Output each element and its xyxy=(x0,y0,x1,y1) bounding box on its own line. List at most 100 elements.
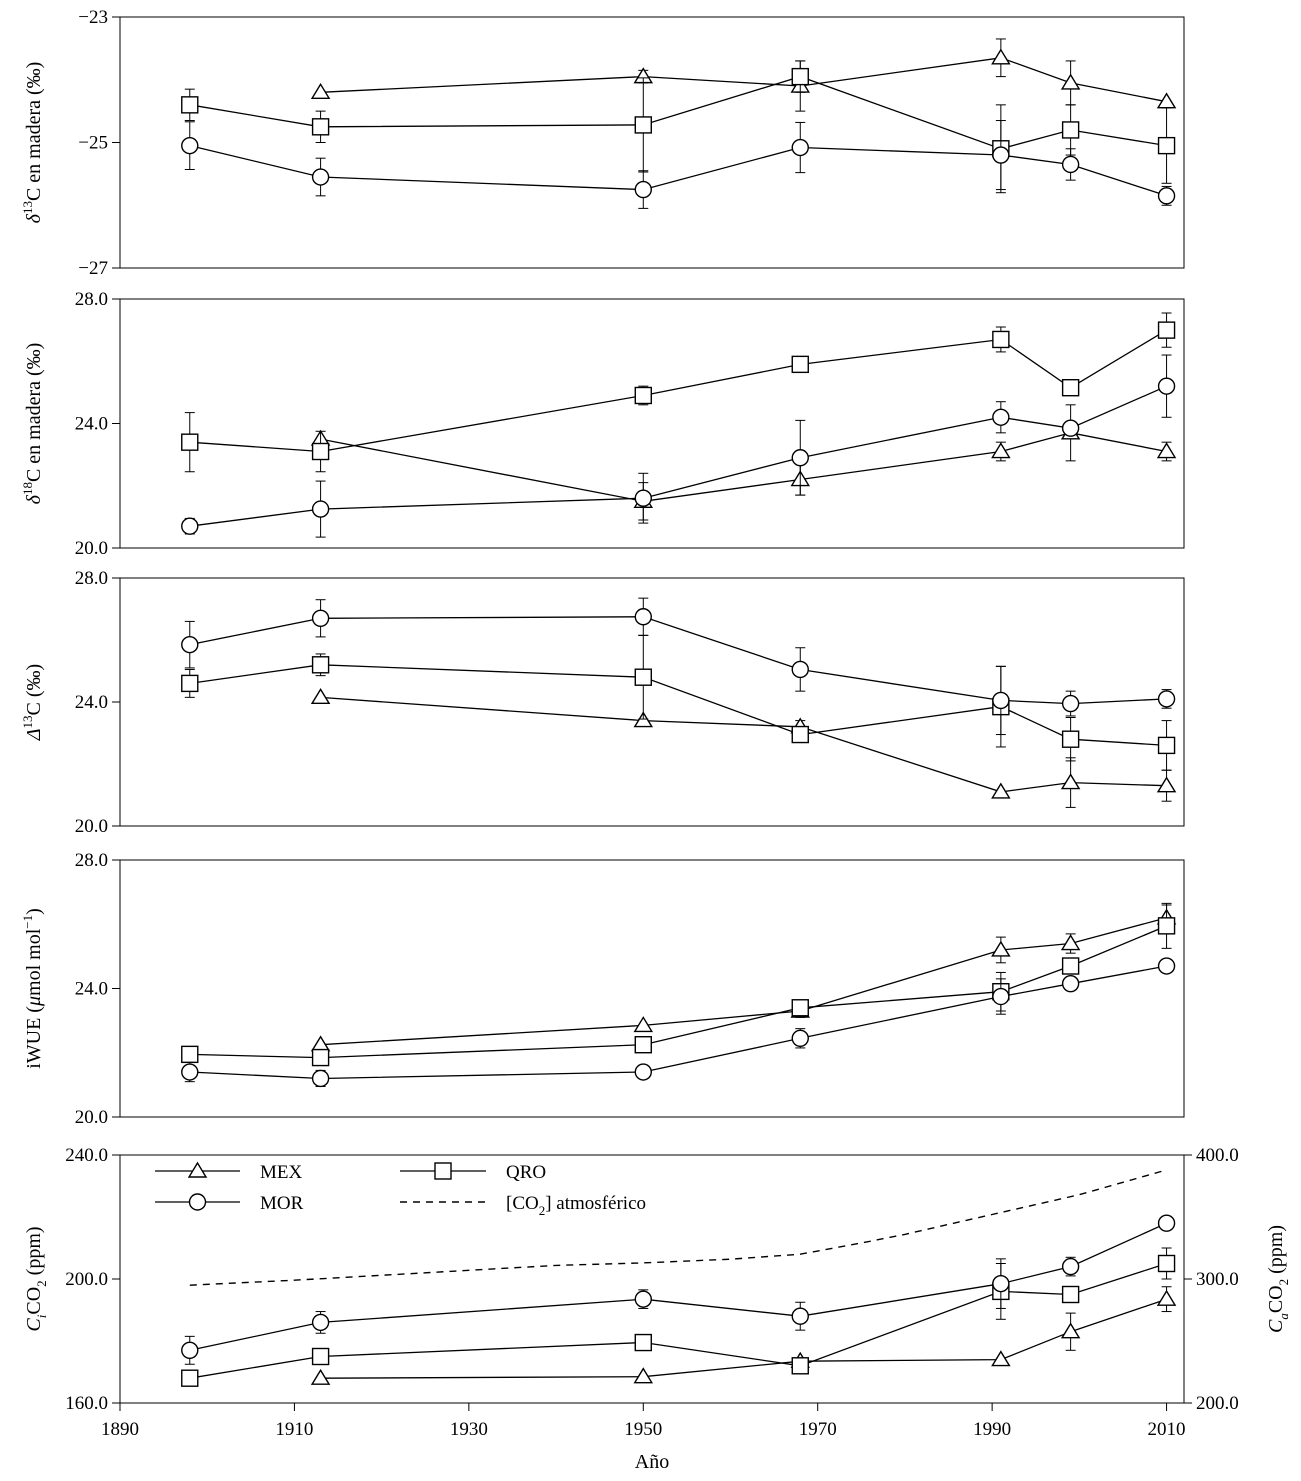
right-y-tick-label: 400.0 xyxy=(1196,1145,1239,1166)
point-mor xyxy=(992,408,1010,426)
y-tick-label: 20.0 xyxy=(75,538,108,559)
y-tick-label: −27 xyxy=(78,258,108,279)
point-qro xyxy=(1061,121,1080,139)
series-line-mex xyxy=(320,696,1167,793)
y-tick-label: 24.0 xyxy=(75,414,108,435)
point-mor xyxy=(181,136,199,155)
point-mor xyxy=(791,449,809,467)
point-qro xyxy=(181,1369,199,1387)
point-mex xyxy=(633,711,654,728)
y-axis-title: CiCO2 (ppm) xyxy=(23,1226,49,1331)
y-tick-label: 24.0 xyxy=(75,979,108,1000)
y-axis-title-part: 2 xyxy=(34,1280,49,1287)
panel-iwue: 20.0 24.0 28.0 iWUE (μmol mol−1) xyxy=(20,850,1185,1128)
point-qro xyxy=(1061,1285,1080,1304)
point-mex xyxy=(633,1367,654,1384)
panel-d13c: −27 −25 −23 δ13C en madera (‰) xyxy=(20,7,1185,279)
x-tick-label: 1970 xyxy=(799,1419,837,1440)
y-axis-title: δ18C en madera (‰) xyxy=(20,343,45,505)
legend-label-qro: QRO xyxy=(506,1162,546,1183)
point-mor xyxy=(1157,187,1176,205)
legend: MEX QRO MOR [CO2] atmosférico xyxy=(155,1161,646,1218)
point-mex xyxy=(1060,934,1081,951)
point-mor xyxy=(311,500,330,518)
point-mor xyxy=(311,609,330,627)
point-mor xyxy=(1061,419,1080,437)
point-qro xyxy=(1157,136,1176,155)
y-axis-title: δ13C en madera (‰) xyxy=(20,62,45,224)
point-mex xyxy=(991,1350,1011,1367)
point-mor xyxy=(634,1290,652,1308)
point-mex xyxy=(991,48,1011,65)
point-qro xyxy=(634,386,652,405)
point-mor xyxy=(992,1274,1010,1293)
point-mor xyxy=(181,1063,199,1081)
x-tick-label: 1950 xyxy=(624,1419,662,1440)
atmospheric-co2-line xyxy=(189,1169,1167,1286)
point-mor xyxy=(1061,1257,1080,1276)
point-mor xyxy=(791,1029,809,1047)
y-tick-label: −23 xyxy=(78,7,108,28)
point-mex xyxy=(991,940,1011,957)
point-mex xyxy=(1156,1289,1177,1306)
y-axis-title-part: C xyxy=(23,1318,45,1332)
y-tick-label: −25 xyxy=(78,133,108,154)
point-qro xyxy=(791,1357,809,1375)
point-mex xyxy=(991,782,1011,799)
y-axis-title-part: C en madera (‰) xyxy=(23,62,45,201)
x-tick-label: 1930 xyxy=(450,1419,488,1440)
y-axis-title-part: δ xyxy=(23,494,45,504)
point-qro xyxy=(992,330,1010,349)
right-y-axis-title-part: 2 xyxy=(1276,1279,1291,1286)
point-qro xyxy=(311,656,330,674)
y-axis-title-part: (ppm) xyxy=(23,1226,45,1280)
point-qro xyxy=(181,96,199,114)
point-qro xyxy=(311,1347,330,1366)
y-tick-label: 160.0 xyxy=(65,1393,108,1414)
y-axis-title-part: 18 xyxy=(20,482,35,495)
y-axis-title-part: 13 xyxy=(20,201,35,214)
legend-label-mor: MOR xyxy=(260,1193,304,1214)
point-mex xyxy=(1156,776,1177,793)
point-qro xyxy=(791,725,809,744)
point-mor xyxy=(181,517,199,535)
point-qro xyxy=(1061,957,1080,975)
panel-frame xyxy=(119,298,1185,549)
legend-label-mex: MEX xyxy=(260,1162,303,1183)
legend-marker-mor xyxy=(188,1193,207,1211)
y-axis-title: iWUE (μmol mol−1) xyxy=(20,908,45,1069)
point-qro xyxy=(181,433,199,451)
series-line-mor xyxy=(189,1222,1167,1351)
point-mor xyxy=(634,608,652,626)
point-mor xyxy=(1061,974,1080,993)
y-axis-title-part: Δ xyxy=(23,728,45,741)
point-mex xyxy=(310,82,331,100)
point-mor xyxy=(992,987,1010,1006)
x-tick-label: 1890 xyxy=(101,1419,139,1440)
series-line-mex xyxy=(320,57,1167,103)
point-mor xyxy=(791,138,809,157)
panel-d18o: 20.0 24.0 28.0 δ18C en madera (‰) xyxy=(20,289,1185,559)
point-qro xyxy=(1157,917,1176,935)
point-qro xyxy=(1157,321,1176,339)
point-mor xyxy=(791,660,809,679)
point-mor xyxy=(1157,690,1176,708)
legend-marker-qro xyxy=(434,1162,452,1180)
point-mor xyxy=(634,1063,652,1081)
point-qro xyxy=(311,1048,330,1067)
y-tick-label: 20.0 xyxy=(75,816,108,837)
y-axis-title-part: mol mol xyxy=(23,928,45,996)
point-mex xyxy=(1060,1322,1081,1339)
right-y-axis-title-part: (ppm) xyxy=(1265,1225,1287,1279)
point-qro xyxy=(791,67,809,86)
point-qro xyxy=(1061,379,1080,397)
point-mex xyxy=(633,1016,654,1033)
point-mor xyxy=(634,180,652,199)
y-axis-title-part: C en madera (‰) xyxy=(23,343,45,482)
point-qro xyxy=(181,1045,199,1064)
series-line-mex xyxy=(320,1298,1167,1379)
legend-label-co2: [CO2] atmosférico xyxy=(506,1193,646,1218)
y-axis-title-part: −1 xyxy=(20,915,35,929)
y-axis-title-part: CO xyxy=(23,1287,45,1315)
y-tick-label: 20.0 xyxy=(75,1107,108,1128)
